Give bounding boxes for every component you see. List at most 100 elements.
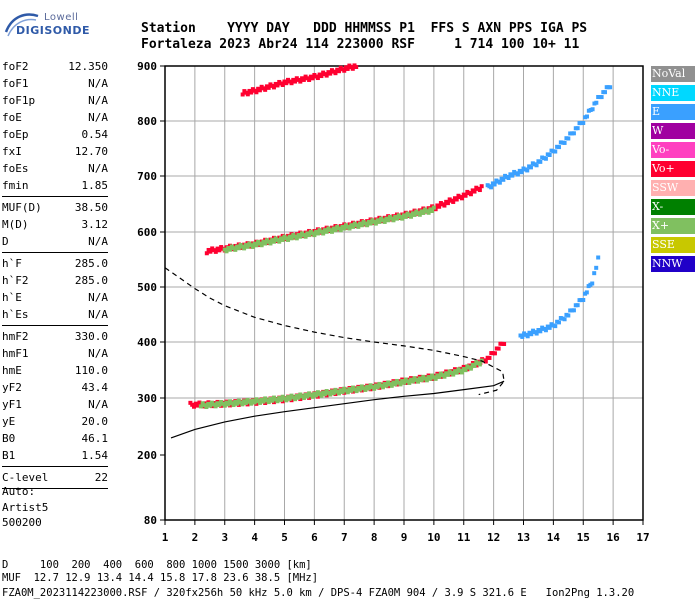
- echo-point: [492, 351, 497, 356]
- param-value: N/A: [88, 94, 108, 107]
- param-row: foF2 12.350: [2, 58, 108, 75]
- echo-point: [354, 65, 359, 69]
- param-name: MUF(D): [2, 201, 42, 214]
- param-row: yF1 N/A: [2, 396, 108, 413]
- echo-point: [307, 233, 312, 238]
- echo-point: [424, 378, 429, 383]
- echo-point: [266, 400, 271, 405]
- echo-point: [213, 404, 218, 409]
- echo-point: [454, 197, 459, 202]
- echo-point: [226, 402, 231, 407]
- echo-point: [412, 212, 417, 217]
- echo-point: [487, 355, 492, 360]
- y-tick-label: 300: [137, 392, 157, 405]
- echo-point: [386, 218, 391, 223]
- echo-point: [319, 74, 324, 79]
- echo-point: [263, 241, 268, 246]
- echo-point: [430, 208, 435, 213]
- echo-point: [497, 180, 502, 185]
- auto-label: Auto:: [2, 485, 36, 498]
- param-name: yE: [2, 415, 16, 428]
- echo-point: [263, 87, 268, 92]
- density-profile-solid: [170, 380, 505, 439]
- param-name: fxI: [2, 145, 22, 158]
- echo-point: [468, 192, 473, 197]
- echo-point: [451, 372, 456, 377]
- y-tick-label: 80: [144, 514, 157, 527]
- echo-point: [528, 165, 533, 170]
- x-tick-label: 11: [457, 531, 471, 544]
- echo-point: [249, 90, 254, 95]
- param-value: 46.1: [81, 432, 109, 445]
- echo-point: [451, 199, 456, 204]
- echo-point: [372, 386, 377, 391]
- param-value: 22: [94, 471, 108, 484]
- echo-point: [377, 219, 382, 224]
- echo-point: [198, 404, 203, 409]
- scaled-parameters-panel: foF2 12.350 foF1 N/A foF1p N/A foE N/A foEp 0.54 f…: [2, 58, 108, 491]
- logo-swoosh-icon: [4, 13, 39, 37]
- legend-item: NoVal: [651, 66, 695, 82]
- echo-point: [280, 237, 285, 242]
- echo-point: [231, 403, 236, 408]
- legend-item: W: [651, 123, 695, 139]
- echo-point: [590, 107, 595, 112]
- echo-point: [245, 244, 250, 249]
- echo-point: [314, 393, 319, 398]
- separator: [2, 466, 108, 467]
- y-tick-label: 600: [137, 226, 157, 239]
- param-name: B1: [2, 449, 16, 462]
- echo-point: [594, 265, 599, 270]
- x-tick-label: 6: [311, 531, 318, 544]
- param-name: fmin: [2, 179, 29, 192]
- echo-point: [417, 212, 422, 217]
- echo-point: [366, 386, 371, 391]
- param-row: h`Es N/A: [2, 306, 108, 323]
- echo-point: [228, 247, 233, 252]
- digisonde-logo: Lowell DIGISONDE: [4, 8, 134, 48]
- param-row: D N/A: [2, 233, 108, 250]
- echo-point: [315, 231, 320, 236]
- param-name: foEp: [2, 128, 29, 141]
- param-value: 1.85: [81, 179, 109, 192]
- echo-point: [340, 389, 345, 394]
- echo-point: [437, 374, 442, 379]
- echo-point: [328, 71, 333, 76]
- echo-point: [243, 401, 248, 406]
- param-group-1: foF2 12.350 foF1 N/A foF1p N/A foE N/A foEp 0.54 f…: [2, 58, 108, 194]
- echo-point: [566, 313, 571, 318]
- param-value: N/A: [88, 235, 108, 248]
- param-name: B0: [2, 432, 16, 445]
- echo-point: [380, 385, 385, 390]
- echo-point: [575, 126, 580, 131]
- echo-point: [510, 173, 515, 178]
- echo-point: [477, 188, 482, 193]
- echo-point: [571, 308, 576, 313]
- echo-point: [192, 404, 197, 409]
- param-name: D: [2, 235, 9, 248]
- logo-line2: DIGISONDE: [16, 24, 90, 37]
- param-value: 43.4: [81, 381, 109, 394]
- echo-point: [266, 85, 271, 90]
- echo-point: [373, 221, 378, 226]
- echo-point: [538, 159, 543, 164]
- echo-point: [284, 398, 289, 403]
- echo-point: [468, 366, 473, 371]
- param-name: foE: [2, 111, 22, 124]
- echo-point: [195, 403, 200, 408]
- echo-point: [525, 334, 530, 339]
- echo-point: [419, 378, 424, 383]
- echo-point: [347, 226, 352, 231]
- echo-point: [403, 214, 408, 219]
- echo-point: [393, 382, 398, 387]
- echo-point: [354, 389, 359, 394]
- legend-item: SSW: [651, 180, 695, 196]
- param-name: hmF1: [2, 347, 29, 360]
- echo-point: [472, 189, 477, 194]
- echo-point: [324, 229, 329, 234]
- legend-item: Vo+: [651, 161, 695, 177]
- polarization-legend: NoVal NNE E W Vo- Vo+ SSW X- X+ SSE NNW: [651, 66, 695, 275]
- echo-point: [553, 324, 558, 329]
- echo-point: [596, 255, 601, 260]
- echo-point: [474, 363, 479, 368]
